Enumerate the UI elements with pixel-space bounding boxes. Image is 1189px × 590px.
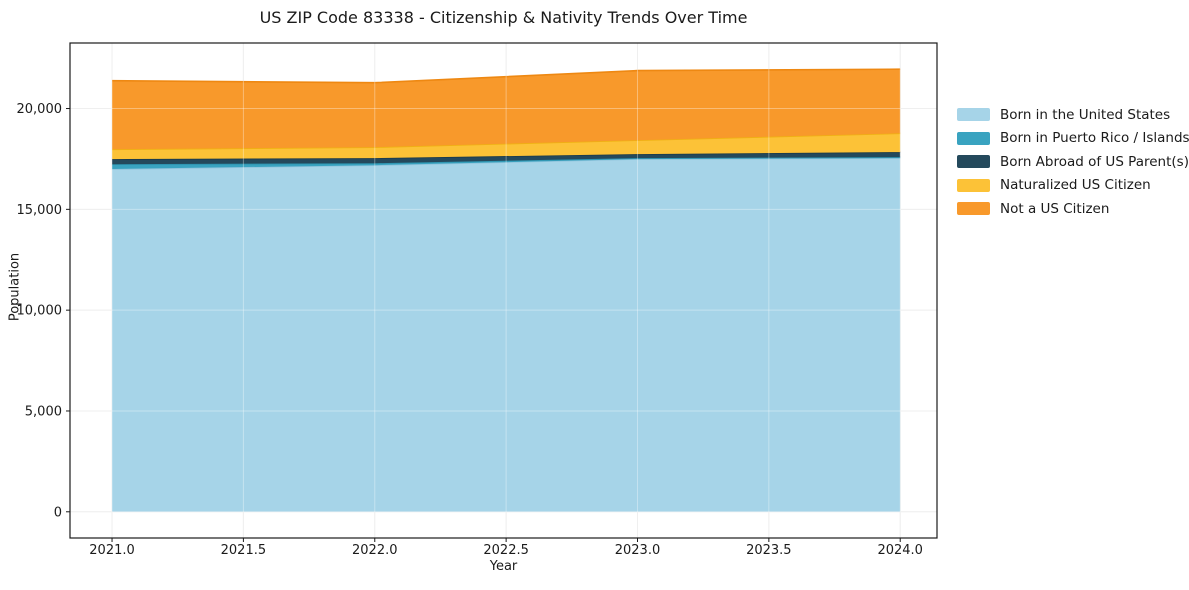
- legend-label: Born in the United States: [1000, 106, 1171, 123]
- chart-title: US ZIP Code 83338 - Citizenship & Nativi…: [259, 8, 748, 27]
- x-tick-label: 2021.0: [89, 543, 135, 558]
- x-tick-label: 2023.5: [746, 543, 792, 558]
- legend-item: Born Abroad of US Parent(s): [957, 150, 1189, 174]
- legend-item: Not a US Citizen: [957, 197, 1189, 221]
- legend-swatch-born-us: [957, 108, 990, 122]
- legend-label: Naturalized US Citizen: [1000, 177, 1151, 194]
- area-band: [112, 133, 901, 160]
- area-band-edge: [111, 68, 901, 84]
- area-band: [112, 157, 901, 169]
- legend-item: Naturalized US Citizen: [957, 174, 1189, 198]
- y-tick-label: 5,000: [25, 404, 62, 419]
- legend-swatch-naturalized: [957, 178, 990, 192]
- x-tick-label: 2023.0: [615, 543, 661, 558]
- legend-item: Born in Puerto Rico / Islands: [957, 127, 1189, 151]
- legend-label: Born Abroad of US Parent(s): [1000, 153, 1189, 170]
- x-tick-label: 2021.5: [221, 543, 267, 558]
- x-tick-label: 2024.0: [877, 543, 923, 558]
- legend-swatch-not-citizen: [957, 202, 990, 216]
- legend-label: Not a US Citizen: [1000, 200, 1110, 217]
- area-band: [112, 152, 901, 165]
- y-tick-label: 15,000: [17, 203, 63, 218]
- legend: Born in the United States Born in Puerto…: [957, 103, 1189, 221]
- y-tick-label: 10,000: [17, 304, 63, 319]
- y-axis-label: Population: [7, 252, 23, 322]
- y-tick-label: 20,000: [17, 102, 63, 117]
- legend-swatch-puerto-rico: [957, 131, 990, 145]
- legend-item: Born in the United States: [957, 103, 1189, 127]
- x-tick-label: 2022.0: [352, 543, 398, 558]
- x-axis-label: Year: [489, 559, 518, 574]
- area-band: [112, 69, 901, 150]
- y-tick-label: 0: [54, 505, 62, 520]
- legend-swatch-born-abroad: [957, 155, 990, 169]
- area-band: [112, 158, 901, 512]
- x-tick-label: 2022.5: [483, 543, 529, 558]
- plot-border: [69, 42, 938, 539]
- legend-label: Born in Puerto Rico / Islands: [1000, 130, 1189, 147]
